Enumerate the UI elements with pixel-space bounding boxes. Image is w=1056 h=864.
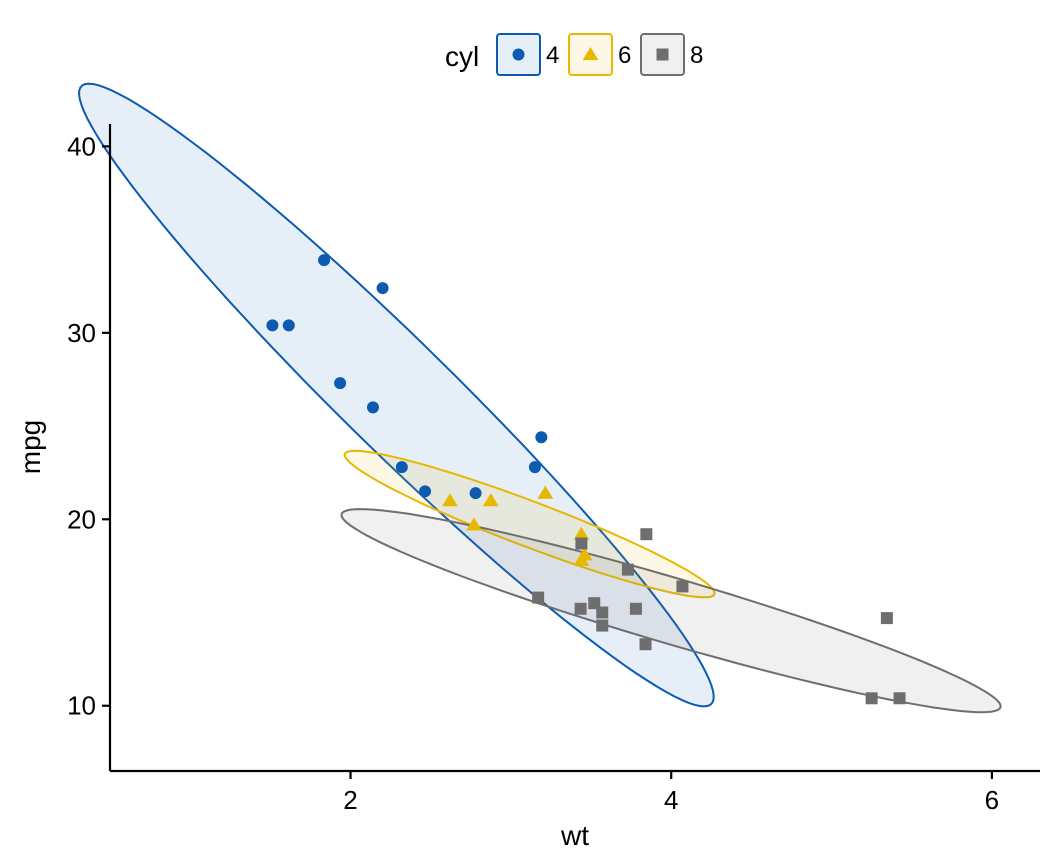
point-cyl-8 [880, 612, 893, 625]
legend-label: 6 [618, 42, 631, 69]
legend-item-cyl-8: 8 [640, 33, 703, 76]
x-tick-label: 6 [985, 785, 999, 815]
point-cyl-6 [573, 552, 590, 566]
confidence-ellipses [78, 82, 1002, 714]
point-cyl-8 [640, 528, 653, 541]
legend-label: 4 [546, 42, 559, 69]
point-cyl-4 [528, 461, 541, 474]
axes: 2 4 6 10 20 30 40 wt mpg [15, 124, 1040, 851]
ellipse-cyl-8 [340, 508, 1002, 714]
point-cyl-8 [865, 692, 878, 705]
legend-item-cyl-6: 6 [568, 33, 631, 76]
point-cyl-8 [893, 692, 906, 705]
x-tick-label: 2 [343, 785, 357, 815]
point-cyl-8 [629, 602, 642, 615]
point-cyl-8 [639, 638, 652, 651]
y-ticks: 10 20 30 40 [67, 131, 110, 721]
point-cyl-4 [376, 282, 389, 295]
ellipse-cyl-6 [343, 449, 716, 599]
point-cyl-4 [266, 319, 279, 332]
legend: cyl 4 6 8 [445, 33, 703, 76]
point-cyl-4 [334, 377, 347, 390]
point-cyl-4 [282, 319, 295, 332]
point-cyl-4 [318, 254, 331, 267]
point-cyl-8 [532, 591, 545, 604]
point-cyl-8 [575, 537, 588, 550]
legend-title: cyl [445, 41, 479, 72]
legend-item-cyl-4: 4 [496, 33, 559, 76]
point-cyl-6 [482, 493, 499, 507]
legend-key-marker [512, 48, 525, 61]
point-cyl-6 [537, 485, 554, 499]
point-cyl-8 [574, 602, 587, 615]
point-cyl-6 [442, 493, 458, 507]
point-cyl-4 [395, 461, 408, 474]
point-cyl-4 [419, 485, 432, 498]
legend-key-marker [656, 48, 669, 61]
point-cyl-8 [676, 580, 689, 593]
legend-key-marker [582, 47, 599, 61]
point-cyl-4 [535, 431, 548, 444]
y-tick-label: 20 [67, 504, 96, 534]
point-cyl-4 [366, 401, 379, 414]
x-tick-label: 4 [664, 785, 678, 815]
x-ticks: 2 4 6 [343, 771, 999, 815]
data-points [266, 254, 906, 705]
y-axis-title: mpg [15, 420, 46, 474]
point-cyl-8 [596, 606, 609, 619]
point-cyl-6 [573, 526, 590, 540]
legend-keys: 4 6 8 [496, 33, 703, 76]
legend-label: 8 [690, 42, 703, 69]
point-cyl-8 [621, 563, 634, 576]
point-cyl-6 [466, 517, 482, 531]
ellipse-cyl-4 [78, 82, 715, 708]
y-tick-label: 30 [67, 318, 96, 348]
x-axis-title: wt [560, 820, 589, 851]
y-tick-label: 10 [67, 691, 96, 721]
point-cyl-8 [596, 619, 609, 632]
point-cyl-4 [469, 487, 482, 500]
point-cyl-8 [588, 597, 601, 610]
y-tick-label: 40 [67, 131, 96, 161]
